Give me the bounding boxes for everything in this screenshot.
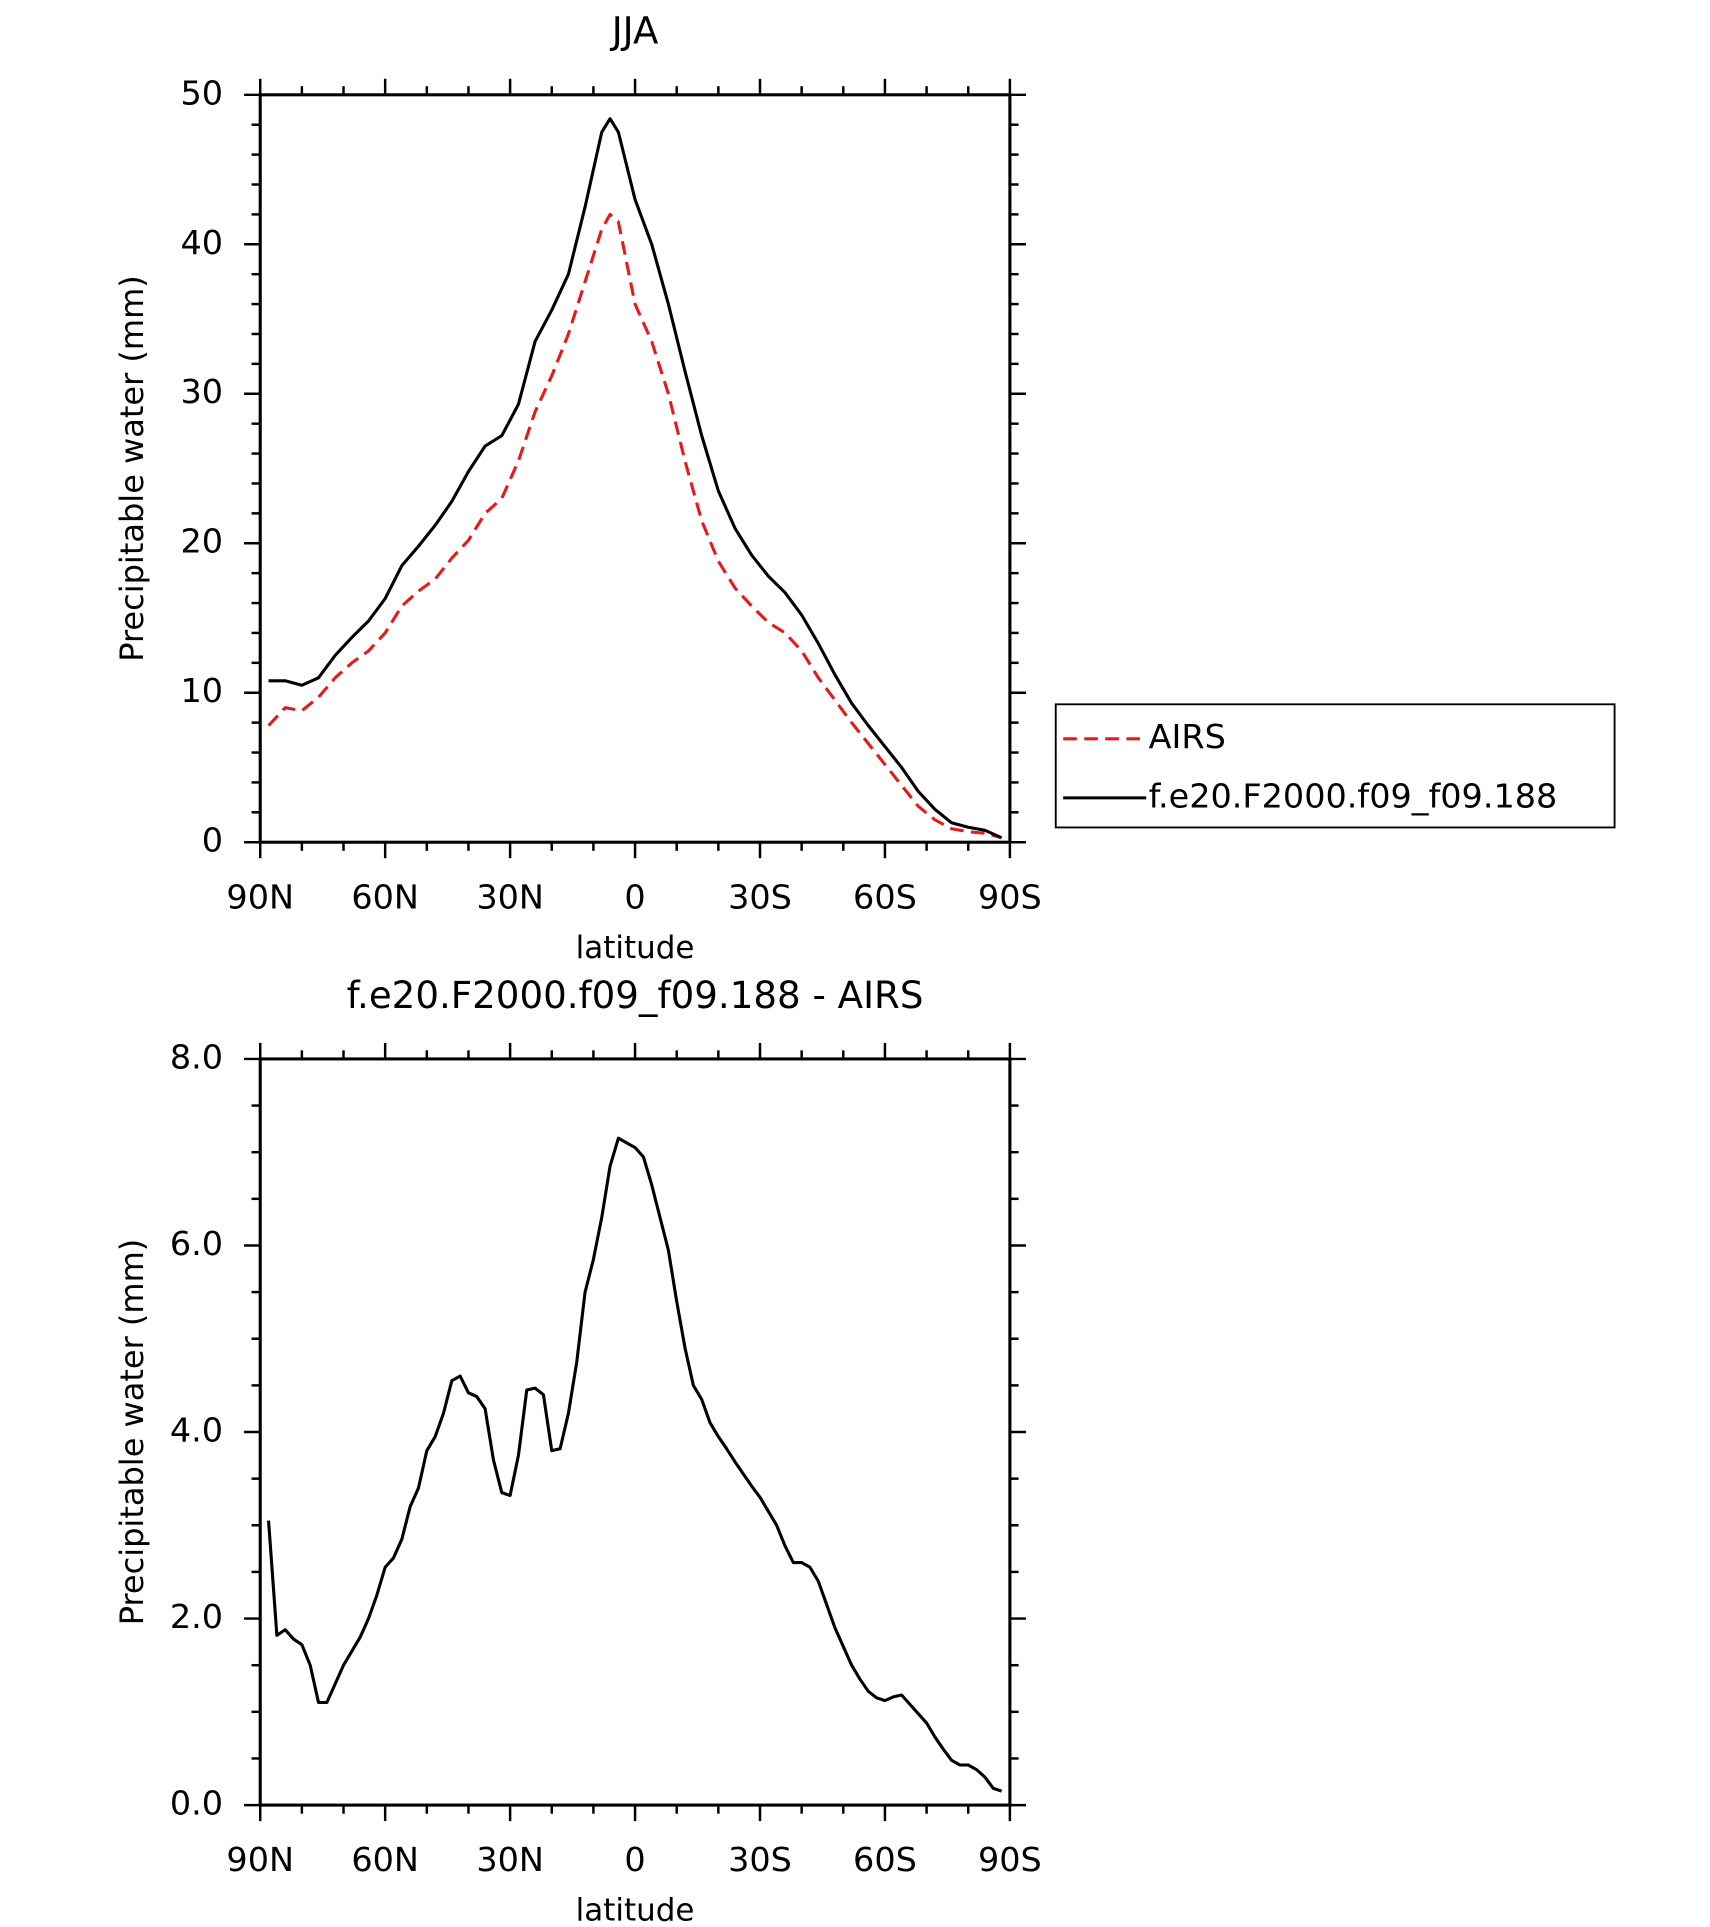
y-tick-label: 4.0 (170, 1411, 223, 1450)
y-tick-label: 10 (180, 671, 223, 710)
y-tick-label: 0.0 (170, 1784, 223, 1823)
legend-label: f.e20.F2000.f09_f09.188 (1149, 776, 1558, 815)
y-tick-label: 40 (180, 223, 223, 262)
x-tick-label: 90N (226, 877, 294, 916)
plot-frame (258, 1057, 1012, 1807)
y-tick-label: 30 (180, 372, 223, 411)
y-axis-label: Precipitable water (mm) (113, 275, 151, 662)
chart-title: f.e20.F2000.f09_f09.188 - AIRS (347, 974, 924, 1017)
x-tick-label: 90N (226, 1840, 294, 1879)
data-line (268, 117, 1003, 840)
data-line (267, 1136, 1003, 1793)
x-axis-label: latitude (576, 1893, 695, 1927)
x-tick-label: 30N (476, 1840, 544, 1879)
x-axis-label: latitude (576, 930, 695, 966)
x-tick-label: 60S (853, 877, 917, 916)
y-tick-label: 20 (180, 522, 223, 561)
data-line (267, 212, 1002, 840)
chart-title: JJA (610, 10, 659, 53)
x-tick-label: 30N (476, 877, 544, 916)
x-tick-label: 60S (853, 1840, 917, 1879)
x-tick-label: 30S (728, 877, 792, 916)
x-tick-label: 30S (728, 1840, 792, 1879)
x-tick-label: 90S (978, 877, 1042, 916)
plot-frame (258, 93, 1012, 844)
x-tick-label: 0 (624, 877, 645, 916)
legend-label: AIRS (1149, 717, 1226, 756)
y-tick-label: 0 (202, 821, 223, 860)
y-axis-label: Precipitable water (mm) (113, 1239, 151, 1626)
y-tick-label: 6.0 (170, 1224, 223, 1263)
y-tick-label: 2.0 (170, 1597, 223, 1636)
y-tick-label: 50 (180, 73, 223, 112)
x-tick-label: 90S (978, 1840, 1042, 1879)
x-tick-label: 60N (351, 1840, 419, 1879)
y-tick-label: 8.0 (170, 1037, 223, 1076)
x-tick-label: 0 (624, 1840, 645, 1879)
legend-box (1054, 703, 1616, 829)
x-tick-label: 60N (351, 877, 419, 916)
